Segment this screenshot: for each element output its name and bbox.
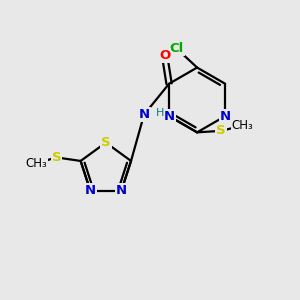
Text: N: N xyxy=(139,108,150,121)
Text: CH₃: CH₃ xyxy=(26,157,47,170)
Text: N: N xyxy=(220,110,231,123)
Text: N: N xyxy=(164,110,175,123)
Text: S: S xyxy=(216,124,226,137)
Text: O: O xyxy=(159,49,170,62)
Text: H: H xyxy=(156,108,164,118)
Text: N: N xyxy=(116,184,127,197)
Text: Cl: Cl xyxy=(169,42,184,55)
Text: N: N xyxy=(85,184,96,197)
Text: CH₃: CH₃ xyxy=(232,119,253,132)
Text: S: S xyxy=(52,151,61,164)
Text: S: S xyxy=(101,136,111,149)
